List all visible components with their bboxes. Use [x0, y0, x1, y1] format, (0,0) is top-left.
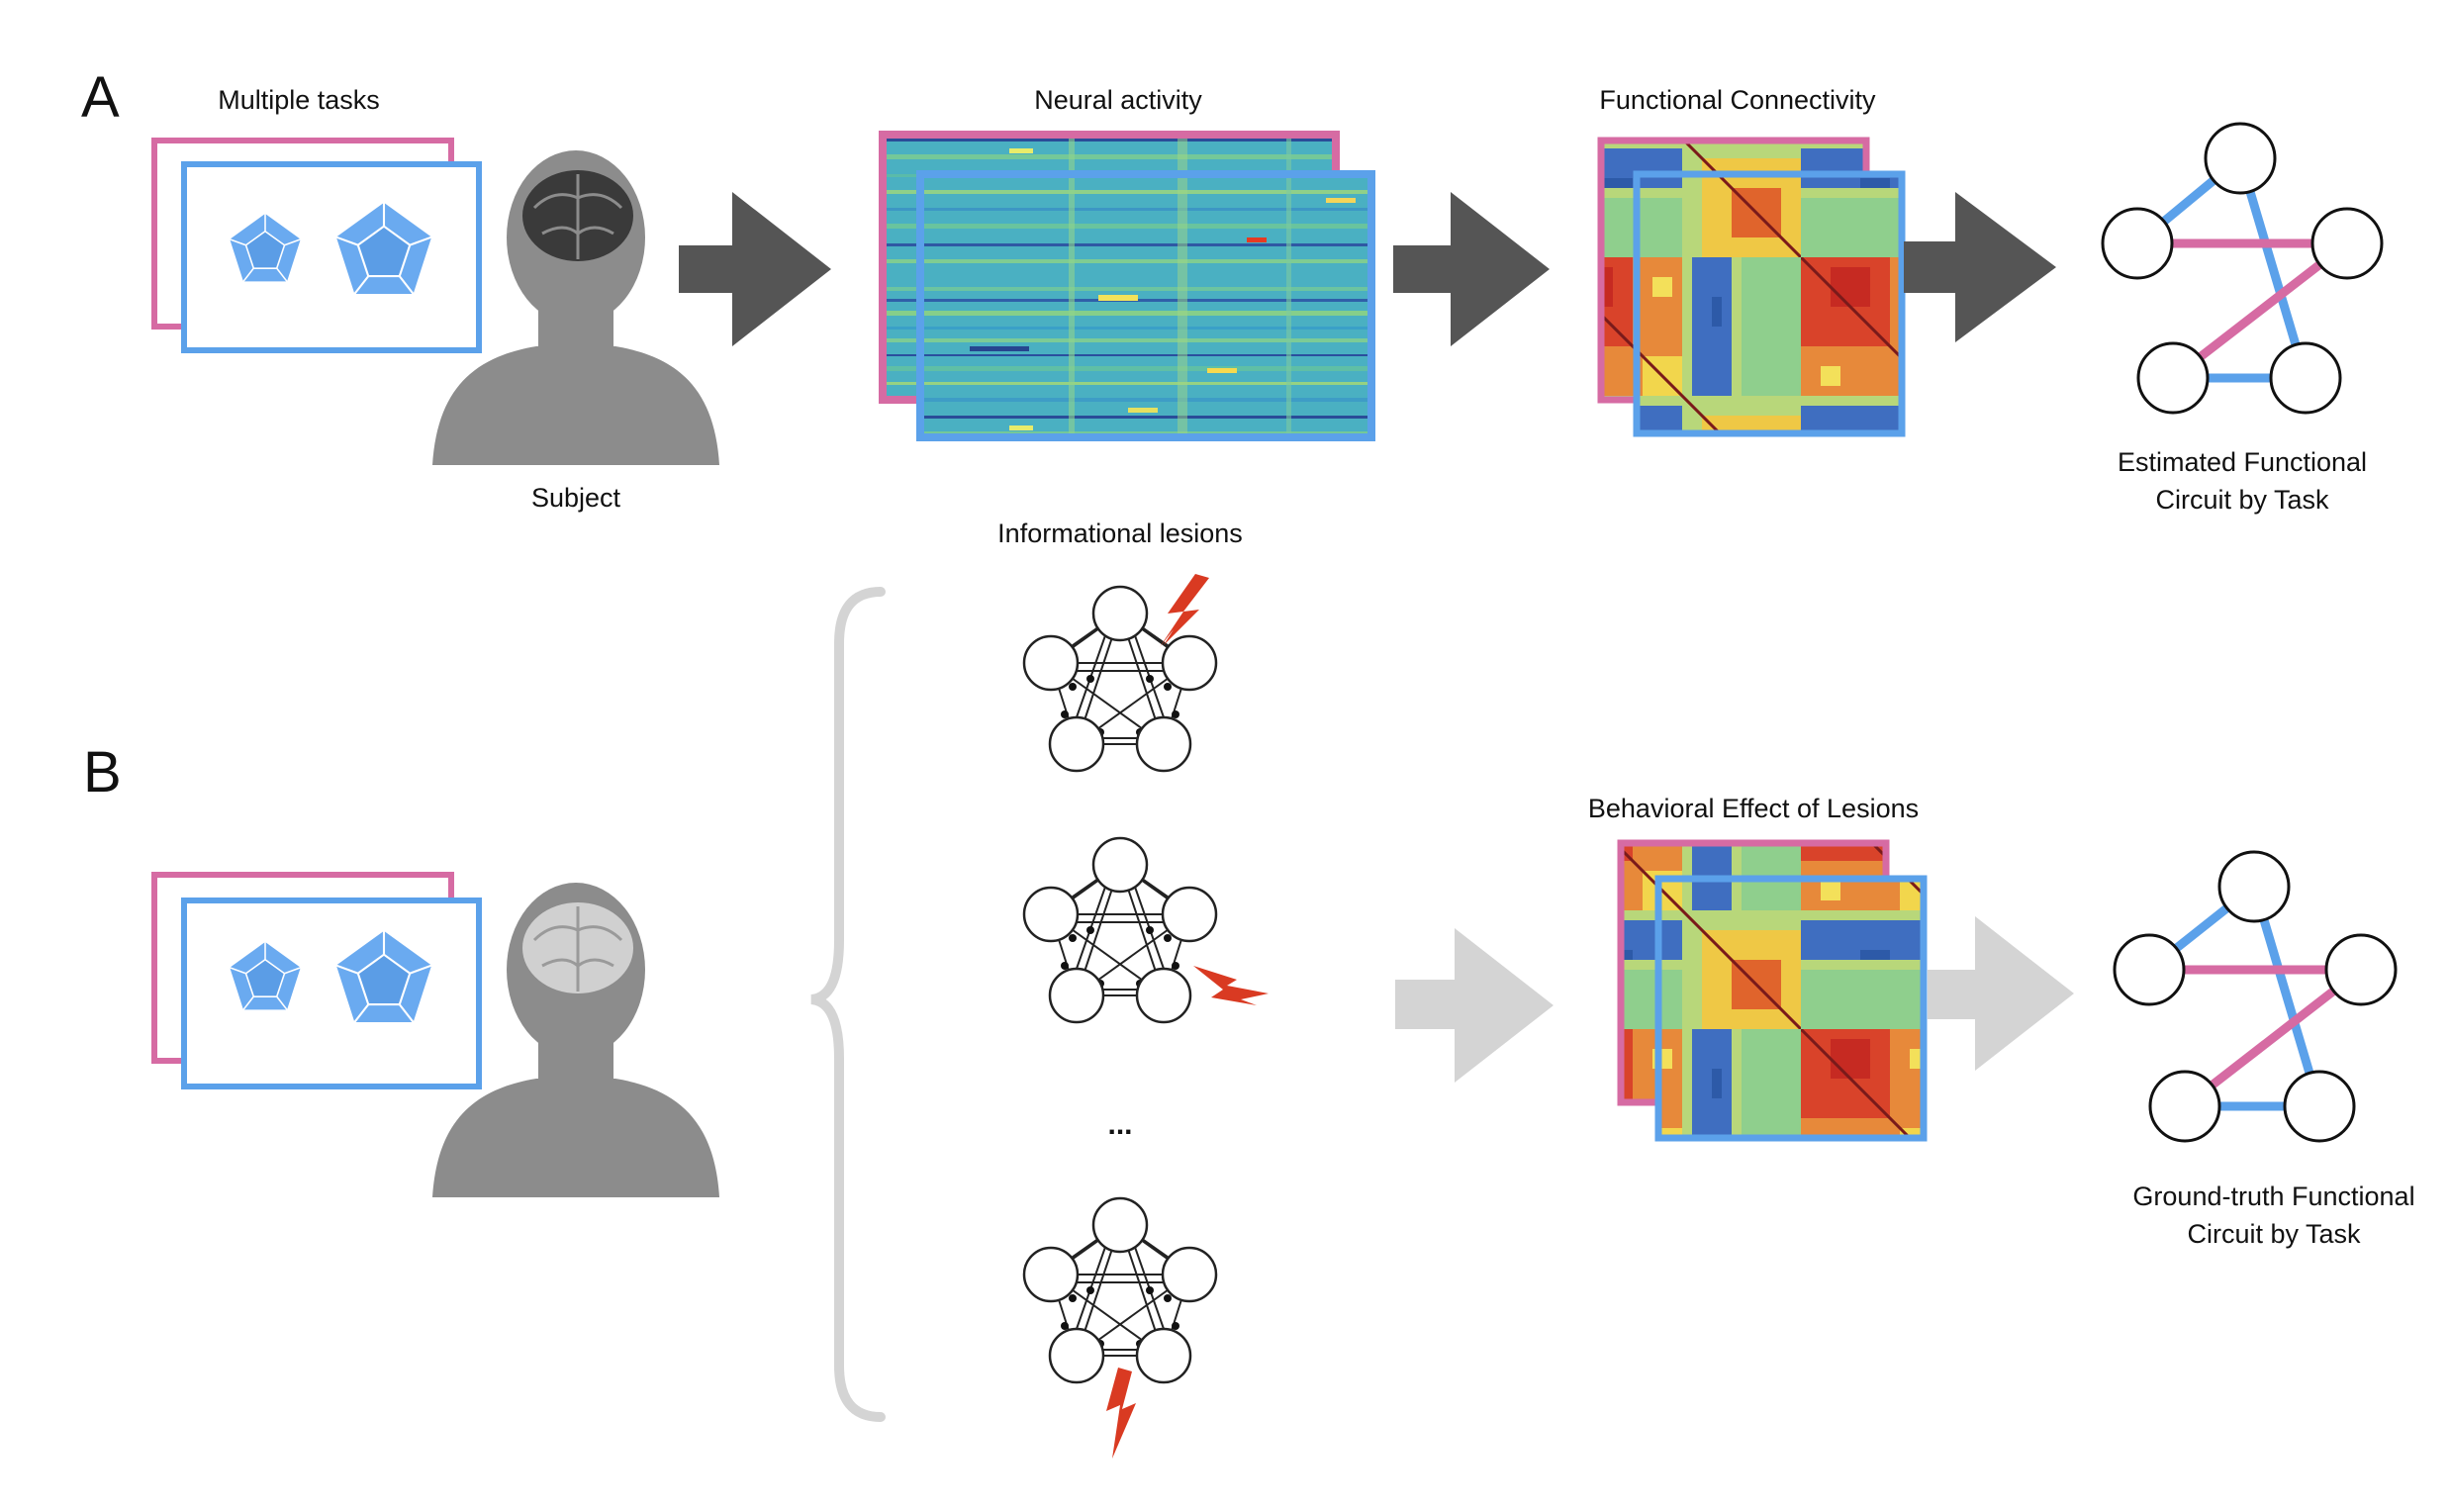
task-stimulus-cards-a [151, 138, 482, 353]
behavioral-effect-label: Behavioral Effect of Lesions [1588, 794, 1919, 823]
graph-node [2204, 122, 2277, 195]
lesion-network-3 [1022, 1196, 1218, 1459]
graph-node [2310, 207, 2384, 280]
estimated-circuit-label-line2: Circuit by Task [2155, 485, 2329, 515]
graph-node [2136, 341, 2210, 415]
right-arrow-icon [1928, 916, 2074, 1071]
ground-truth-circuit-graph [2113, 850, 2398, 1143]
ground-truth-label-line2: Circuit by Task [2187, 1219, 2361, 1249]
graph-node [2101, 207, 2174, 280]
graph-node [2148, 1070, 2221, 1143]
estimated-circuit-label-line1: Estimated Functional [2118, 447, 2367, 477]
lightning-bolt-icon [1193, 966, 1269, 1005]
informational-lesions-label: Informational lesions [997, 519, 1243, 548]
neural-activity-heatmaps [879, 131, 1375, 441]
task-stimulus-cards-b [151, 872, 482, 1089]
panel-a-letter: A [81, 65, 120, 130]
lesion-network-1 [1022, 574, 1218, 773]
lesion-network-2 [1022, 836, 1269, 1024]
ground-truth-label-line1: Ground-truth Functional [2132, 1181, 2414, 1211]
functional-connectivity-label: Functional Connectivity [1599, 85, 1876, 115]
behavioral-effect-matrices [1617, 839, 1928, 1142]
lightning-bolt-icon [1160, 574, 1209, 647]
brain-icon [522, 902, 633, 993]
right-arrow-icon [1393, 192, 1550, 346]
graph-node [2283, 1070, 2356, 1143]
subject-silhouette-a [432, 150, 719, 465]
graph-node [2324, 933, 2398, 1006]
multiple-tasks-label: Multiple tasks [218, 85, 380, 115]
curly-brace-icon [810, 587, 886, 1422]
graph-node [2217, 850, 2291, 923]
estimated-circuit-graph [2101, 122, 2384, 415]
right-arrow-icon [679, 192, 831, 346]
right-arrow-icon [1395, 928, 1554, 1083]
graph-node [2113, 933, 2186, 1006]
subject-label: Subject [531, 483, 621, 513]
brain-icon [522, 170, 633, 261]
neural-activity-label: Neural activity [1034, 85, 1202, 115]
subject-silhouette-b [432, 883, 719, 1197]
graph-node [2269, 341, 2342, 415]
ellipsis-label: ... [1107, 1108, 1132, 1141]
panel-b-letter: B [83, 740, 122, 804]
lightning-bolt-icon [1106, 1368, 1136, 1459]
right-arrow-icon [1904, 192, 2056, 342]
functional-connectivity-matrices [1597, 137, 1906, 437]
